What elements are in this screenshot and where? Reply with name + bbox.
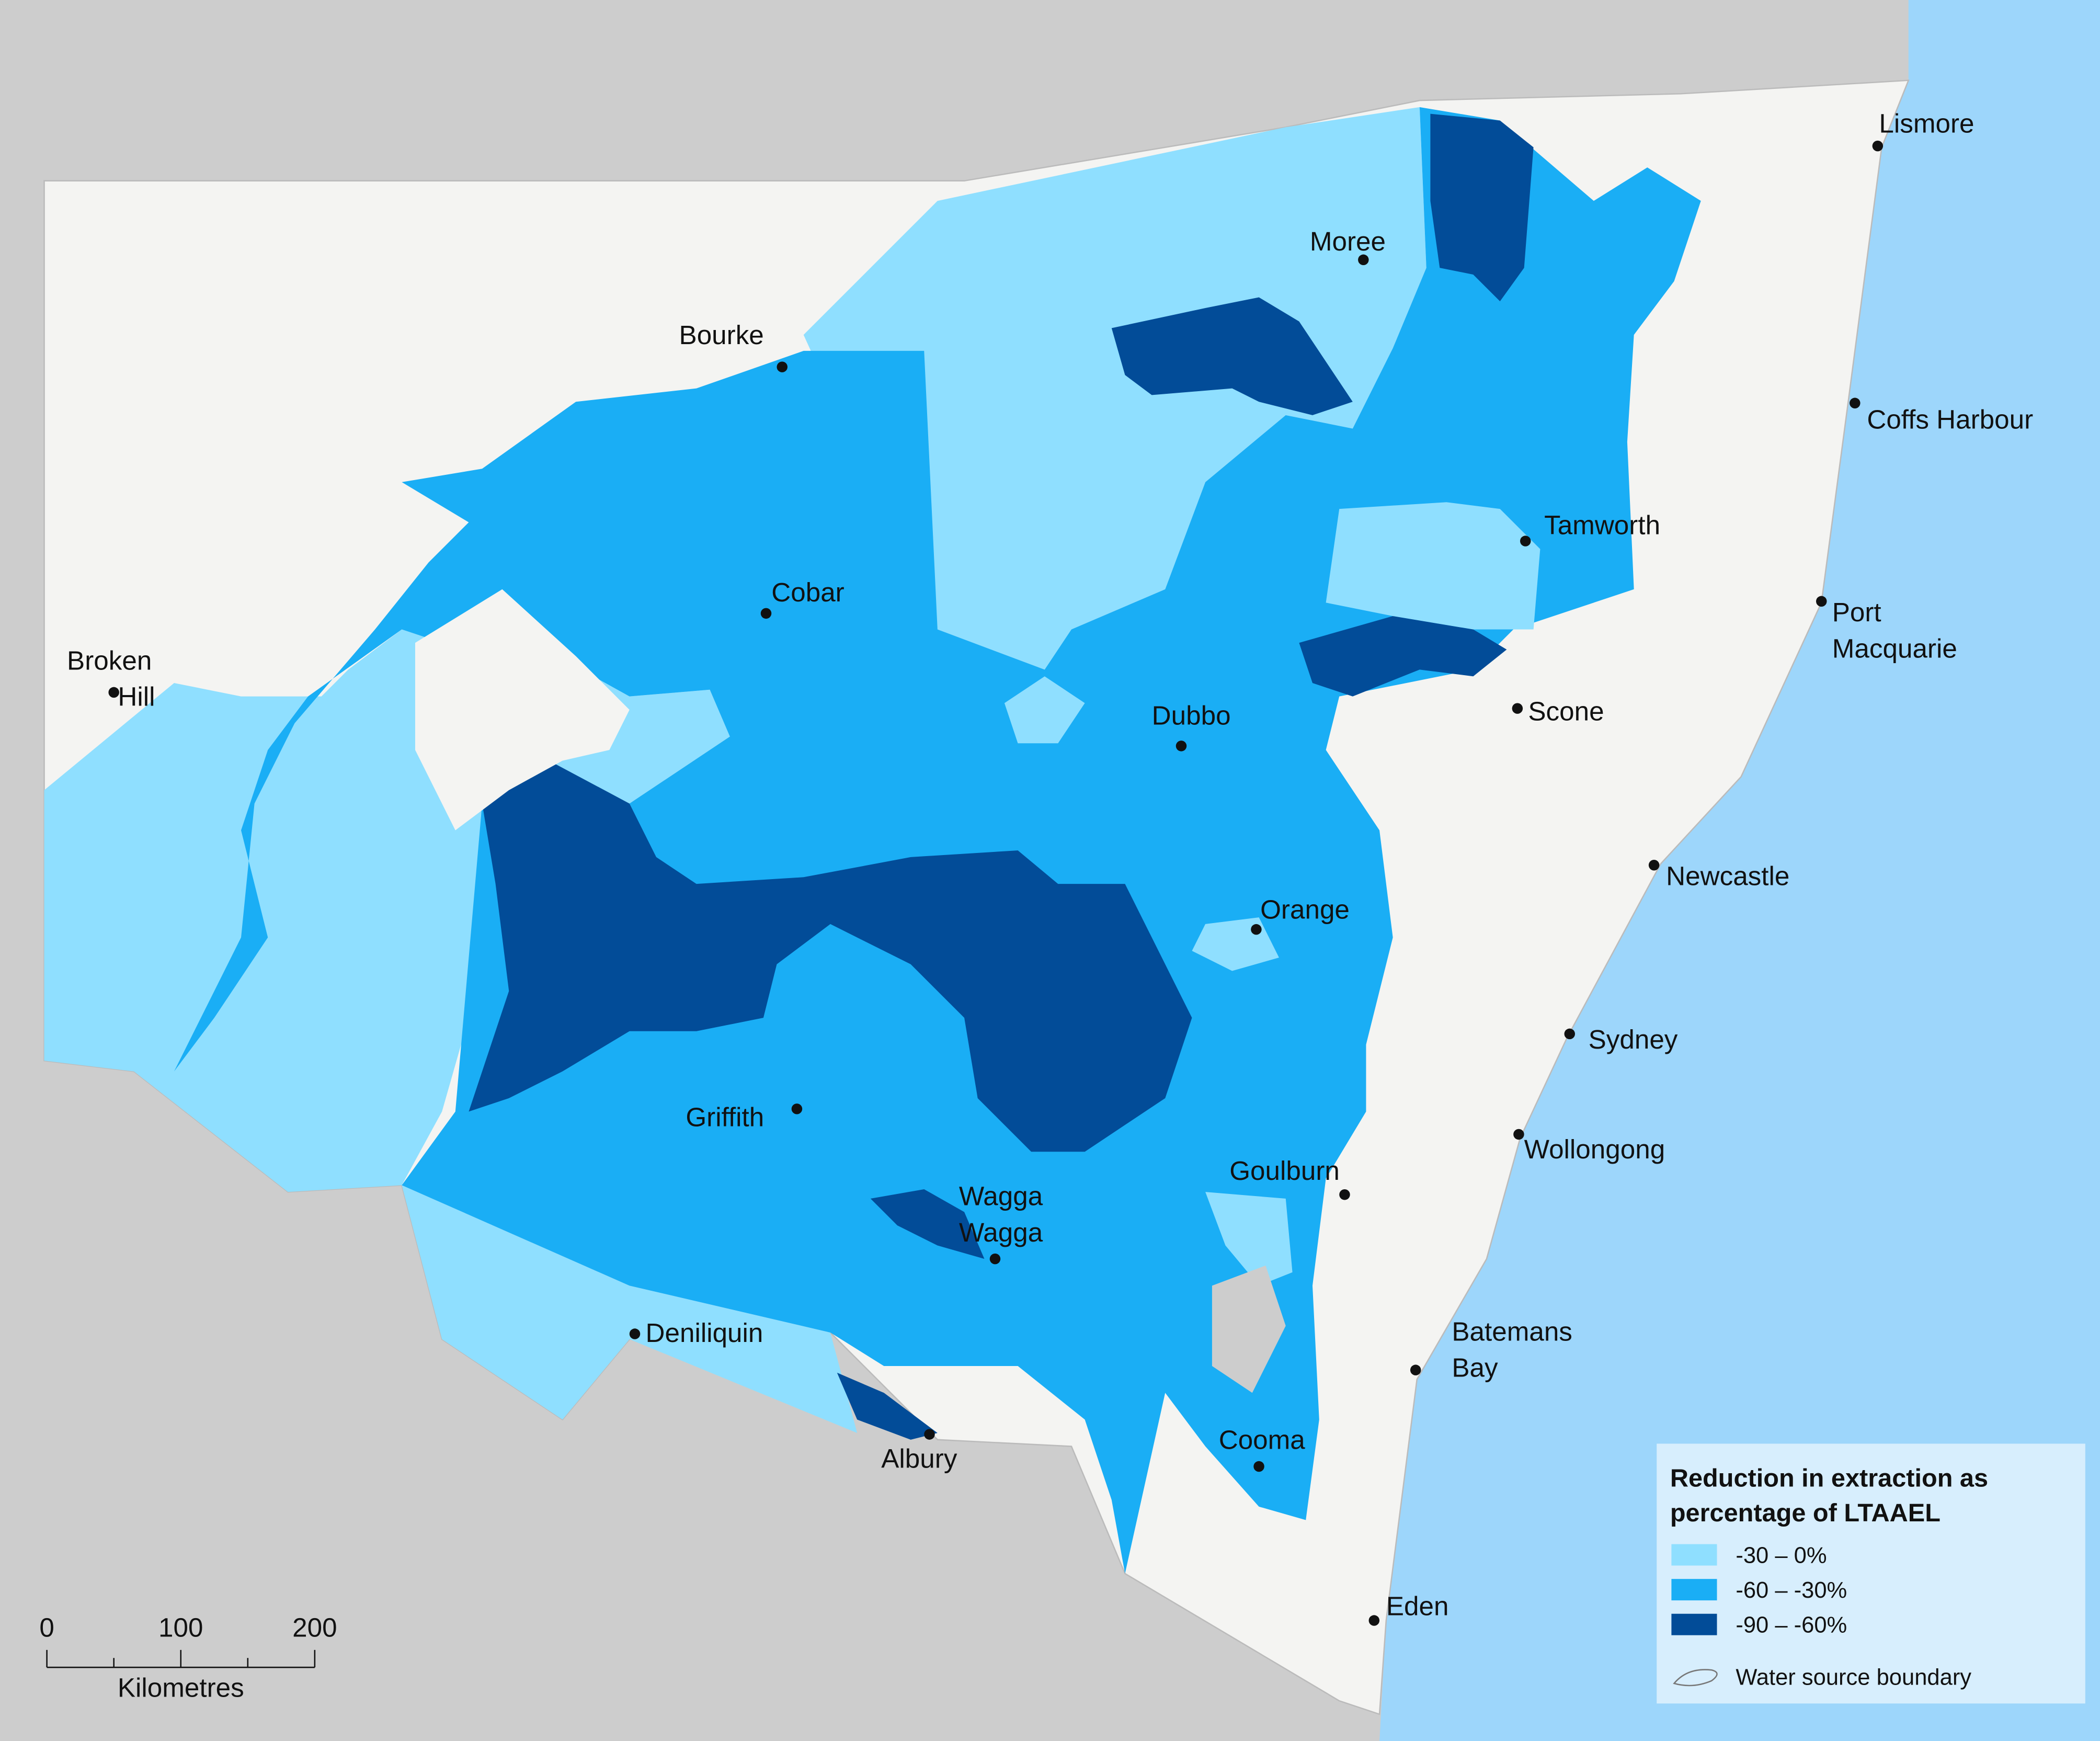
legend: Reduction in extraction as percentage of … [1657, 1443, 2085, 1704]
city-dot [108, 687, 119, 698]
legend-swatch [1671, 1613, 1717, 1635]
legend-title: percentage of LTAAEL [1670, 1499, 1941, 1527]
region-dark [1111, 297, 1353, 415]
region-light [1205, 1192, 1293, 1286]
city-label: Orange [1260, 895, 1350, 925]
city-dot [1872, 140, 1884, 152]
city-dot [777, 361, 788, 372]
city-label: Lismore [1879, 109, 1974, 139]
scale-bar: Kilometres 0 100 200 [39, 1612, 337, 1702]
scale-unit: Kilometres [118, 1672, 244, 1702]
city-label: Eden [1386, 1591, 1449, 1621]
city-label: Port [1832, 597, 1881, 627]
city-label: Coffs Harbour [1867, 404, 2033, 434]
city-label: Hill [118, 682, 155, 712]
region-light [1004, 676, 1085, 744]
legend-swatch [1671, 1579, 1717, 1601]
city-label: Wagga [959, 1217, 1043, 1247]
city-dot [1410, 1364, 1421, 1375]
region-grey [1212, 1265, 1286, 1393]
city-dot [760, 608, 772, 619]
city-label: Goulburn [1229, 1156, 1340, 1186]
city-label: Deniliquin [646, 1318, 763, 1348]
scale-tick-label: 100 [158, 1612, 203, 1642]
city-label: Macquarie [1832, 633, 1957, 663]
region-light [803, 107, 1426, 670]
legend-label: -30 – 0% [1736, 1543, 1827, 1568]
region-dark [1430, 113, 1534, 302]
city-label: Dubbo [1152, 700, 1231, 730]
city-dot [629, 1328, 641, 1339]
city-label: Wollongong [1524, 1134, 1665, 1164]
city-label: Griffith [686, 1102, 764, 1132]
scale-tick-label: 200 [292, 1612, 337, 1642]
city-dot [1648, 860, 1660, 871]
city-dot [1253, 1461, 1264, 1472]
legend-box [1657, 1443, 2085, 1704]
legend-title: Reduction in extraction as [1670, 1464, 1988, 1492]
city-dot [1564, 1028, 1575, 1040]
city-label: Broken [67, 645, 152, 675]
city-dot [1513, 1129, 1524, 1140]
city-dot [1175, 741, 1187, 752]
city-dot [1850, 397, 1861, 409]
region-light [402, 1185, 858, 1433]
city-label: Moree [1310, 226, 1386, 256]
city-label: Cobar [771, 577, 844, 607]
city-label: Bourke [679, 320, 764, 350]
ocean [1379, 0, 2100, 1741]
city-label: Batemans [1452, 1316, 1572, 1346]
city-dot [791, 1103, 803, 1114]
city-dot [924, 1429, 935, 1440]
city-dot [1512, 703, 1523, 714]
city-dot [1339, 1189, 1350, 1200]
city-label: Sydney [1589, 1025, 1678, 1054]
city-dot [1816, 596, 1827, 607]
city-label: Tamworth [1544, 510, 1660, 540]
region-dark [837, 1372, 938, 1440]
scale-tick-label: 0 [39, 1612, 54, 1642]
region-dark [1299, 616, 1507, 697]
legend-swatch [1671, 1544, 1717, 1566]
city-label: Wagga [959, 1181, 1043, 1211]
boundary-swatch [1673, 1669, 1718, 1687]
legend-label: -60 – -30% [1736, 1578, 1847, 1603]
city-dot [1520, 536, 1531, 547]
region-mid [174, 107, 1701, 1574]
city-dot [1251, 924, 1262, 935]
region-light [1292, 214, 1413, 281]
city-dot [1358, 254, 1369, 266]
region-light [1326, 502, 1540, 630]
city-label: Newcastle [1666, 861, 1789, 891]
city-label: Albury [881, 1444, 957, 1474]
legend-label: -90 – -60% [1736, 1613, 1847, 1638]
cities: Lismore Coffs Harbour Port Macquarie Tamwort… [67, 109, 2033, 1626]
region-white [415, 589, 630, 830]
city-dot [989, 1253, 1001, 1265]
city-dot [1368, 1615, 1380, 1626]
region-dark [469, 760, 1192, 1152]
legend-label: Water source boundary [1736, 1665, 1971, 1690]
city-label: Bay [1452, 1352, 1498, 1382]
city-label: Cooma [1219, 1425, 1306, 1455]
region-dark [870, 1189, 985, 1259]
city-label: Scone [1528, 697, 1604, 726]
